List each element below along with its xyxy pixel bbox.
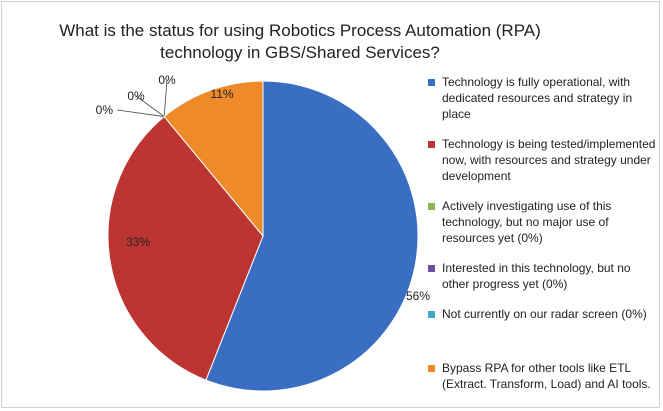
legend-label: Interested in this technology, but no ot…	[442, 261, 631, 291]
legend-item: Technology is being tested/implemented n…	[428, 136, 660, 184]
data-label: 0%	[158, 73, 176, 87]
legend-swatch	[428, 141, 435, 148]
pie-slice	[107, 115, 264, 381]
leader-line	[116, 109, 165, 117]
data-label: 11%	[210, 87, 233, 101]
legend-label: Technology is fully operational, with de…	[442, 75, 633, 121]
legend-item: Not currently on our radar screen (0%)	[428, 306, 660, 322]
legend-swatch	[428, 79, 435, 86]
legend-item: Actively investigating use of this techn…	[428, 198, 660, 246]
leader-line	[135, 95, 165, 117]
legend-label: Technology is being tested/implemented n…	[442, 137, 656, 183]
legend-item: Interested in this technology, but no ot…	[428, 260, 660, 292]
legend-swatch	[428, 265, 435, 272]
pie-slice	[205, 80, 419, 392]
legend-swatch	[428, 365, 435, 372]
pie-slice	[163, 80, 264, 238]
legend-swatch	[428, 311, 435, 318]
legend-label: Not currently on our radar screen (0%)	[442, 307, 647, 321]
legend-swatch	[428, 203, 435, 210]
legend: Technology is fully operational, with de…	[428, 74, 660, 392]
data-label: 56%	[406, 289, 430, 303]
data-label: 0%	[127, 89, 145, 103]
leader-line	[163, 79, 168, 117]
legend-label: Actively investigating use of this techn…	[442, 199, 612, 245]
data-label: 33%	[126, 235, 150, 249]
legend-item: Bypass RPA for other tools like ETL (Ext…	[428, 360, 660, 392]
legend-label: Bypass RPA for other tools like ETL (Ext…	[442, 361, 651, 391]
legend-item: Technology is fully operational, with de…	[428, 74, 660, 122]
data-label: 0%	[96, 103, 114, 117]
chart-title: What is the status for using Robotics Pr…	[59, 21, 541, 62]
